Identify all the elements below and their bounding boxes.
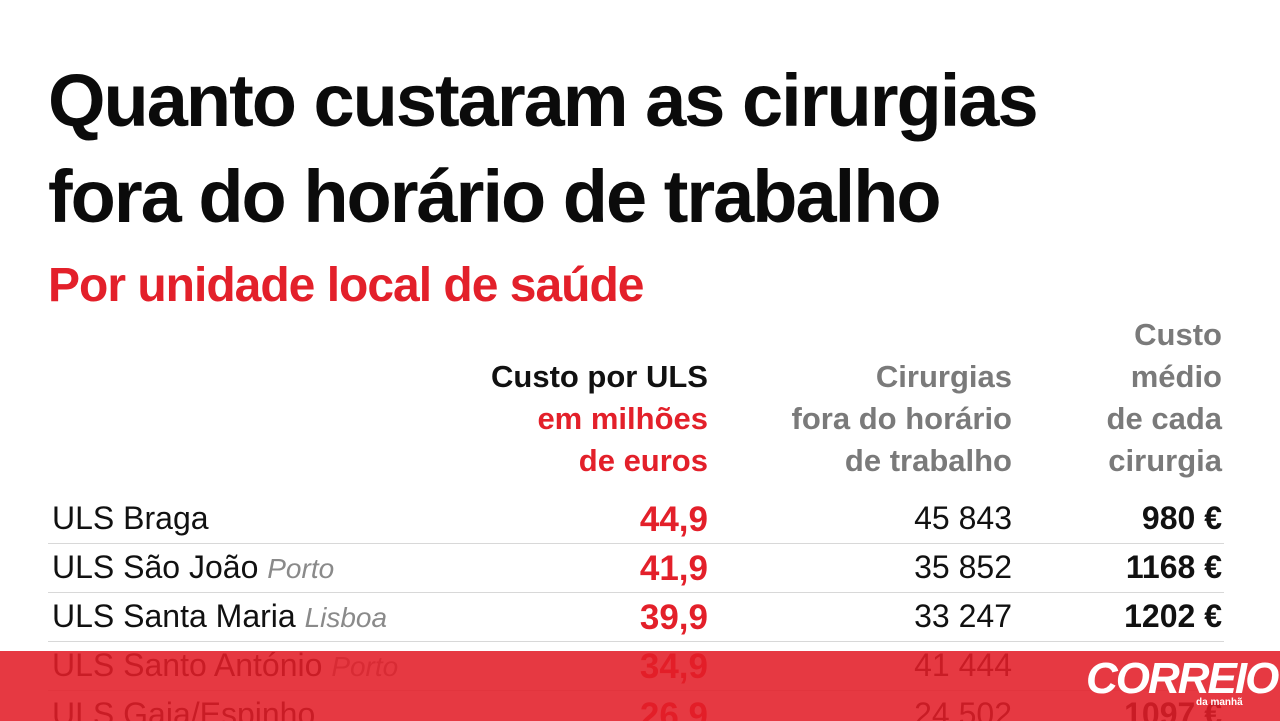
surgeries-value: 35 852 [914,549,1012,585]
cost-value: 39,9 [639,598,708,637]
uls-place: Lisboa [304,602,388,633]
header-line: Cirurgias [875,359,1012,394]
brand-subtitle: da manhã [1196,697,1243,708]
column-header: Custo médio de cada cirurgia [1107,314,1222,482]
title-line: fora do horário de trabalho [48,155,942,238]
title-line: Quanto custaram as cirurgias [48,59,1039,142]
average-value: 980 € [1141,500,1222,536]
header-line: cirurgia [1108,443,1222,478]
cost-value: 44,9 [639,500,708,539]
uls-name: ULS São João [52,549,259,585]
table-row: ULS Braga 44,9 45 843 980 € [48,494,1224,544]
header-line: médio [1130,359,1222,394]
table-row: ULS Santa Maria Lisboa 39,9 33 247 1202 € [48,592,1224,642]
header-line: de trabalho [844,443,1012,478]
brand-logo: CORREIO [1086,654,1279,703]
header-unit: em milhões [537,401,708,436]
table-row: ULS São João Porto 41,9 35 852 1168 € [48,543,1224,593]
row-name: ULS Santa Maria Lisboa [52,598,387,635]
column-header: Custo por ULS em milhões de euros [491,356,708,482]
row-name: ULS Braga [52,500,209,537]
column-header: Cirurgias fora do horário de trabalho [792,356,1012,482]
average-value: 1168 € [1125,549,1222,585]
header-line: fora do horário [791,401,1012,436]
surgeries-value: 33 247 [914,598,1012,634]
uls-name: ULS Braga [52,500,209,536]
header-line: Custo [1134,317,1222,352]
header-unit: de euros [578,443,708,478]
average-value: 1202 € [1124,598,1222,634]
subtitle: Por unidade local de saúde [48,259,644,312]
uls-name: ULS Santa Maria [52,598,296,634]
surgeries-value: 45 843 [914,500,1012,536]
header-line: de cada [1106,401,1222,436]
row-name: ULS São João Porto [52,549,334,586]
uls-place: Porto [267,553,335,584]
cost-value: 41,9 [639,549,708,588]
header-line: Custo por ULS [491,359,708,394]
footer-band [0,651,1280,721]
